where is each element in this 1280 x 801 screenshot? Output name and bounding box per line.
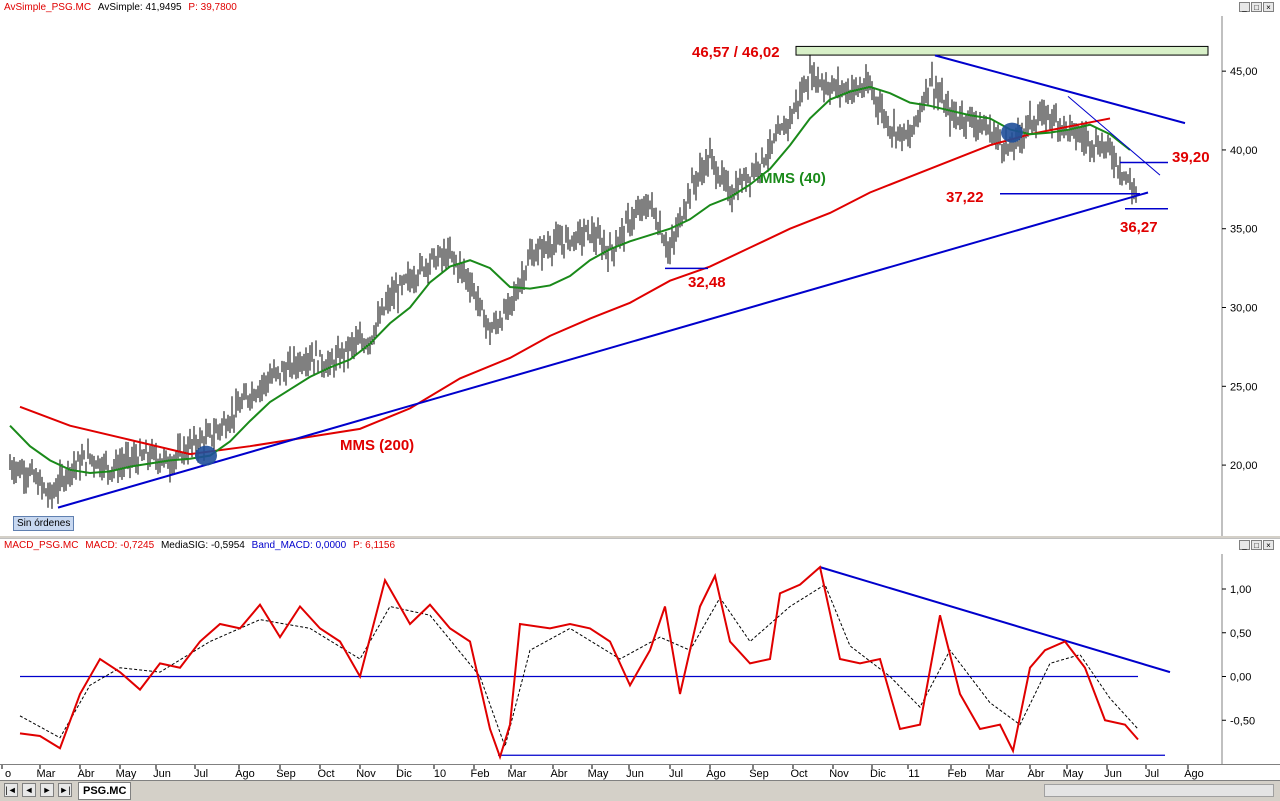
prev-page-icon[interactable]: ◄ — [22, 783, 36, 797]
annotation-mms40: MMS (40) — [760, 170, 826, 187]
macd-ytick-label: -0,50 — [1230, 715, 1255, 727]
close-icon[interactable]: × — [1263, 540, 1274, 550]
annotation-low-3627: 36,27 — [1120, 219, 1158, 236]
next-page-icon[interactable]: ► — [40, 783, 54, 797]
xtick-label: Jun — [1104, 768, 1122, 780]
support-trendline — [57, 191, 1149, 509]
xtick-label: Jul — [194, 768, 208, 780]
price-chart: 45,00 40,00 35,00 30,00 25,00 20,00 46,57 / 46… — [9, 16, 1258, 536]
date-axis-svg: o Mar Abr May Jun Jul Ago Sep Oct Nov Dic 10 Feb Mar A… — [1, 765, 1204, 780]
xtick-label: 10 — [434, 768, 446, 780]
macd-chart: 1,00 0,50 0,00 -0,50 — [0, 538, 1280, 764]
maximize-icon[interactable]: □ — [1251, 2, 1262, 12]
status-bar: |◄ ◄ ► ►| PSG.MC — [0, 780, 1280, 801]
macd-band-value: Band_MACD: 0,0000 — [251, 540, 347, 551]
annotation-res-3920: 39,20 — [1172, 149, 1210, 166]
macd-signal-line — [19, 583, 1139, 749]
annotation-mms200: MMS (200) — [340, 437, 414, 454]
price-pane[interactable]: AvSimple_PSG.MC AvSimple: 41,9495 P: 39,… — [0, 0, 1280, 536]
xtick-label: o — [5, 768, 11, 780]
xtick-label: May — [588, 768, 609, 780]
xtick-label: Abr — [1027, 768, 1044, 780]
last-page-icon[interactable]: ►| — [58, 783, 72, 797]
price-series-name: AvSimple_PSG.MC — [4, 2, 92, 13]
xtick-label: Dic — [396, 768, 412, 780]
price-pane-window-buttons: _ □ × — [1239, 2, 1274, 12]
macd-line — [19, 565, 1139, 761]
xtick-label: Sep — [276, 768, 296, 780]
minimize-icon[interactable]: _ — [1239, 540, 1250, 550]
macd-signal-value: MediaSIG: -0,5954 — [160, 540, 245, 551]
xtick-label: Sep — [749, 768, 769, 780]
xtick-label: Nov — [356, 768, 376, 780]
close-icon[interactable]: × — [1263, 2, 1274, 12]
xtick-label: Mar — [508, 768, 527, 780]
xtick-label: May — [116, 768, 137, 780]
xtick-label: Abr — [550, 768, 567, 780]
cross-marker — [1001, 122, 1023, 143]
annotation-low-3248: 32,48 — [688, 274, 726, 291]
tab-symbol[interactable]: PSG.MC — [78, 782, 132, 800]
annotation-high: 46,57 / 46,02 — [692, 44, 780, 61]
price-ytick-label: 45,00 — [1230, 66, 1258, 78]
macd-pane[interactable]: MACD_PSG.MC MACD: -0,7245 MediaSIG: -0,5… — [0, 538, 1280, 764]
xtick-label: Jul — [1145, 768, 1159, 780]
macd-ytick-label: 1,00 — [1230, 584, 1251, 596]
price-ytick-label: 40,00 — [1230, 145, 1258, 157]
macd-last-value: P: 6,1156 — [352, 540, 396, 551]
xtick-label: Abr — [77, 768, 94, 780]
horizontal-scrollbar[interactable] — [1044, 784, 1274, 797]
price-last-value: P: 39,7800 — [188, 2, 237, 13]
first-page-icon[interactable]: |◄ — [4, 783, 18, 797]
price-pane-header: AvSimple_PSG.MC AvSimple: 41,9495 P: 39,… — [0, 0, 1280, 16]
xtick-label: 11 — [908, 768, 919, 780]
xtick-label: Nov — [829, 768, 849, 780]
mms40-line — [9, 85, 1131, 474]
xtick-label: Ago — [235, 768, 255, 780]
maximize-icon[interactable]: □ — [1251, 540, 1262, 550]
xtick-label: Oct — [790, 768, 807, 780]
price-ytick-label: 35,00 — [1230, 224, 1258, 236]
minimize-icon[interactable]: _ — [1239, 2, 1250, 12]
price-ytick-label: 25,00 — [1230, 381, 1258, 393]
xtick-label: Oct — [317, 768, 334, 780]
xtick-label: Ago — [706, 768, 726, 780]
macd-ytick-label: 0,00 — [1230, 672, 1251, 684]
price-ytick-label: 20,00 — [1230, 460, 1258, 472]
xtick-label: Mar — [986, 768, 1005, 780]
xtick-label: Mar — [37, 768, 56, 780]
xtick-label: Jun — [153, 768, 171, 780]
xtick-label: Dic — [870, 768, 886, 780]
sin-ordenes-button[interactable]: Sin órdenes — [13, 516, 75, 531]
annotation-low-3722: 37,22 — [946, 189, 984, 206]
date-axis: o Mar Abr May Jun Jul Ago Sep Oct Nov Dic 10 Feb Mar A… — [0, 764, 1280, 781]
xtick-label: Feb — [471, 768, 490, 780]
macd-value: MACD: -0,7245 — [85, 540, 155, 551]
price-series-value: AvSimple: 41,9495 — [97, 2, 182, 13]
xtick-label: Feb — [948, 768, 967, 780]
xtick-label: Jul — [669, 768, 683, 780]
xtick-label: Jun — [626, 768, 644, 780]
macd-pane-window-buttons: _ □ × — [1239, 540, 1274, 550]
macd-pane-header: MACD_PSG.MC MACD: -0,7245 MediaSIG: -0,5… — [0, 538, 1280, 554]
price-bars — [9, 54, 1137, 509]
golden-cross-marker — [195, 445, 217, 466]
xtick-label: May — [1063, 768, 1084, 780]
macd-series-name: MACD_PSG.MC — [4, 540, 79, 551]
macd-ytick-label: 0,50 — [1230, 628, 1251, 640]
resistance-trendline — [934, 54, 1186, 125]
macd-trendline — [819, 566, 1171, 674]
xtick-label: Ago — [1184, 768, 1204, 780]
mms200-line — [19, 117, 1111, 456]
resistance-zone — [795, 45, 1209, 56]
price-ytick-label: 30,00 — [1230, 303, 1258, 315]
